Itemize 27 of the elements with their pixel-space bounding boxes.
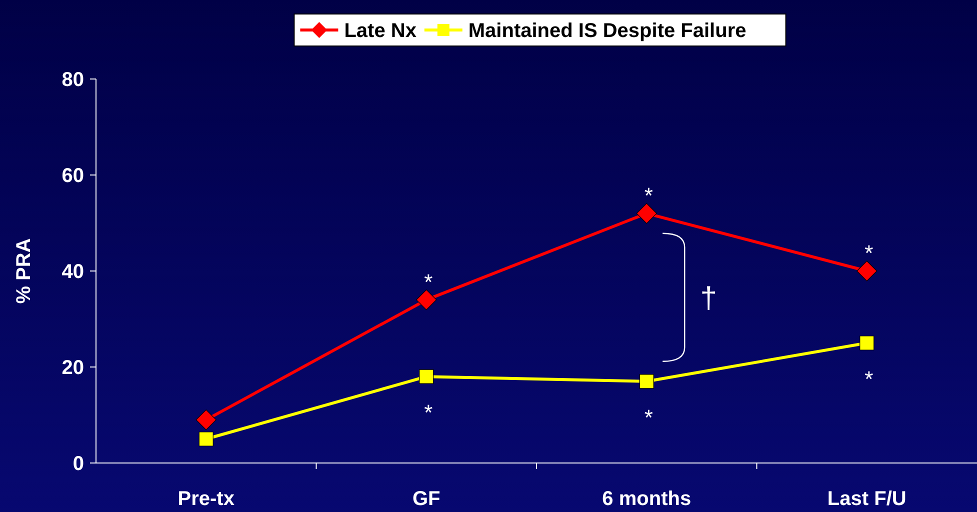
point <box>419 369 434 384</box>
x-tick-label: Pre-tx <box>178 488 234 510</box>
annotation: † <box>700 282 717 315</box>
y-tick-label: 0 <box>72 453 84 475</box>
legend-label: Maintained IS Despite Failure <box>468 20 746 42</box>
point <box>636 203 657 224</box>
point <box>416 290 437 310</box>
annotation: * <box>864 240 874 266</box>
x-tick-label: GF <box>412 488 440 510</box>
x-tick-label: 6 months <box>602 488 692 510</box>
y-tick-label: 60 <box>62 165 84 187</box>
point <box>639 374 654 389</box>
point <box>860 336 874 350</box>
point <box>198 432 214 446</box>
annotation: * <box>644 404 654 430</box>
y-tick-label: 20 <box>62 357 84 379</box>
annotation: * <box>424 400 434 426</box>
annotation: * <box>424 269 434 294</box>
x-tick-label: Last F/U <box>827 488 906 510</box>
y-tick-label: 80 <box>62 69 84 91</box>
point <box>196 410 216 430</box>
point <box>856 260 878 282</box>
annotation: * <box>864 366 874 392</box>
annotation: * <box>644 182 654 208</box>
y-axis-title: % PRA <box>13 238 35 304</box>
y-tick-label: 40 <box>62 261 84 283</box>
legend-label: Late Nx <box>344 20 416 42</box>
